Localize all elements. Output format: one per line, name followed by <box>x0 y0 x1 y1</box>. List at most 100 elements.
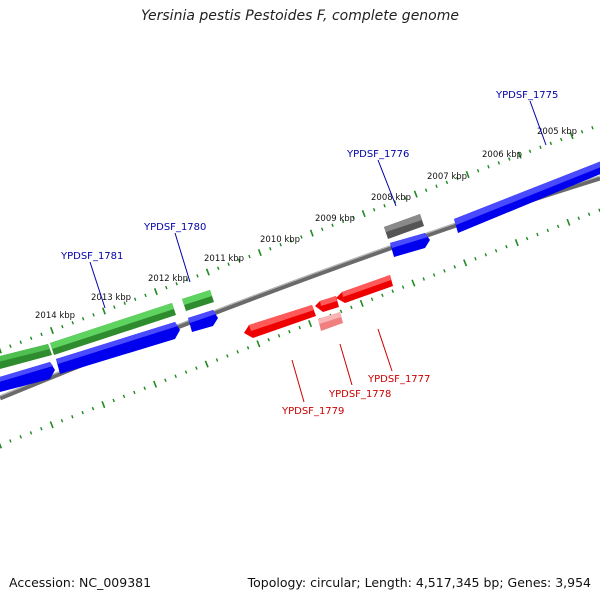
tick-mark <box>372 207 376 212</box>
tick-mark <box>508 157 511 161</box>
rna-feature-1781[interactable] <box>0 344 52 369</box>
gene-label-1775[interactable]: YPDSF_1775 <box>495 90 558 101</box>
tick-mark <box>514 239 519 247</box>
map-title: Yersinia pestis Pestoides F, complete ge… <box>141 8 459 24</box>
tick-mark <box>81 410 84 415</box>
kbp-label-2005: 2005 kbp <box>537 127 577 137</box>
leader-line-1780 <box>174 232 191 283</box>
tick-mark <box>29 431 33 435</box>
tick-mark <box>133 390 136 395</box>
tick-mark <box>277 333 281 338</box>
tick-mark <box>40 332 43 337</box>
upper-tick-track <box>0 126 594 354</box>
tick-mark <box>546 228 550 233</box>
tick-mark <box>257 249 262 257</box>
tick-mark <box>185 278 189 282</box>
tick-mark <box>204 360 209 368</box>
tick-mark <box>143 386 146 391</box>
tick-mark <box>165 285 168 290</box>
gene-label-1777[interactable]: YPDSF_1777 <box>367 374 430 385</box>
tick-mark <box>215 358 219 362</box>
pink-feature-1778[interactable] <box>318 312 343 331</box>
tick-mark <box>361 210 366 218</box>
kbp-label-2007: 2007 kbp <box>427 172 467 182</box>
kbp-label-2011: 2011 kbp <box>204 254 244 264</box>
tick-mark <box>101 307 106 315</box>
gene-label-1781[interactable]: YPDSF_1781 <box>60 251 123 262</box>
tick-mark <box>19 340 22 344</box>
gene-label-1776[interactable]: YPDSF_1776 <box>346 149 409 160</box>
tick-mark <box>370 297 374 302</box>
tick-mark <box>153 380 158 388</box>
cds-reverse-1778[interactable] <box>315 296 339 312</box>
gene-label-1780[interactable]: YPDSF_1780 <box>143 222 206 233</box>
tick-mark <box>226 354 229 358</box>
cds-forward-1779b[interactable] <box>188 310 218 332</box>
tick-mark <box>350 305 353 310</box>
tick-mark <box>320 227 324 231</box>
cds-reverse-1779[interactable] <box>244 305 316 338</box>
tick-mark <box>9 439 12 443</box>
kbp-label-2008: 2008 kbp <box>371 193 411 203</box>
rna-feature-1780a[interactable] <box>50 303 176 355</box>
tick-mark <box>359 299 364 307</box>
tick-mark <box>112 398 115 403</box>
tick-mark <box>9 344 12 348</box>
tick-mark <box>92 313 95 317</box>
tick-mark <box>556 224 560 229</box>
tick-mark <box>424 188 428 192</box>
tick-mark <box>49 326 54 335</box>
cds-forward-1782[interactable] <box>0 362 55 393</box>
kbp-label-2010: 2010 kbp <box>260 235 300 245</box>
tick-mark <box>443 269 446 273</box>
tick-mark <box>184 370 188 374</box>
gene-label-1778[interactable]: YPDSF_1778 <box>328 389 391 400</box>
tick-mark <box>300 235 303 239</box>
cds-reverse-1777[interactable] <box>336 275 393 303</box>
tick-mark <box>517 151 522 159</box>
tick-mark <box>174 374 177 378</box>
tick-mark <box>61 324 64 329</box>
cds-forward-1776[interactable] <box>390 233 430 257</box>
tick-mark <box>91 406 95 411</box>
tick-mark <box>227 262 230 267</box>
tick-mark <box>487 165 490 169</box>
tick-mark <box>144 293 147 298</box>
tick-mark <box>411 279 416 287</box>
tick-mark <box>246 346 250 350</box>
leader-line-1779 <box>291 359 305 403</box>
tick-mark <box>413 190 418 198</box>
tick-mark <box>401 285 405 289</box>
tick-mark <box>404 196 407 200</box>
tick-mark <box>288 329 291 334</box>
tick-mark <box>494 248 498 253</box>
tick-mark <box>205 268 210 276</box>
leader-line-1778 <box>339 343 353 386</box>
cds-forward-1775[interactable] <box>454 160 600 233</box>
tick-mark <box>580 129 584 134</box>
tick-mark <box>587 212 591 216</box>
tick-mark <box>569 132 574 140</box>
grey-feature-1776[interactable] <box>384 214 424 239</box>
gene-label-1779[interactable]: YPDSF_1779 <box>281 406 344 417</box>
tick-mark <box>435 184 438 189</box>
tick-mark <box>528 149 532 153</box>
rna-feature-1780b[interactable] <box>182 290 214 311</box>
tick-mark <box>331 223 334 228</box>
tick-mark <box>497 161 501 165</box>
tick-mark <box>309 229 314 237</box>
tick-mark <box>432 273 436 277</box>
tick-mark <box>352 215 355 220</box>
tick-mark <box>525 236 529 241</box>
tick-mark <box>256 340 261 348</box>
tick-mark <box>591 126 594 130</box>
cds-forward-1780[interactable] <box>56 322 180 374</box>
leader-line-1776 <box>377 159 397 207</box>
tick-mark <box>505 244 508 249</box>
tick-mark <box>81 317 85 321</box>
tick-mark <box>0 442 3 449</box>
tick-mark <box>422 277 425 281</box>
tick-mark <box>217 266 220 270</box>
tick-mark <box>123 301 126 305</box>
